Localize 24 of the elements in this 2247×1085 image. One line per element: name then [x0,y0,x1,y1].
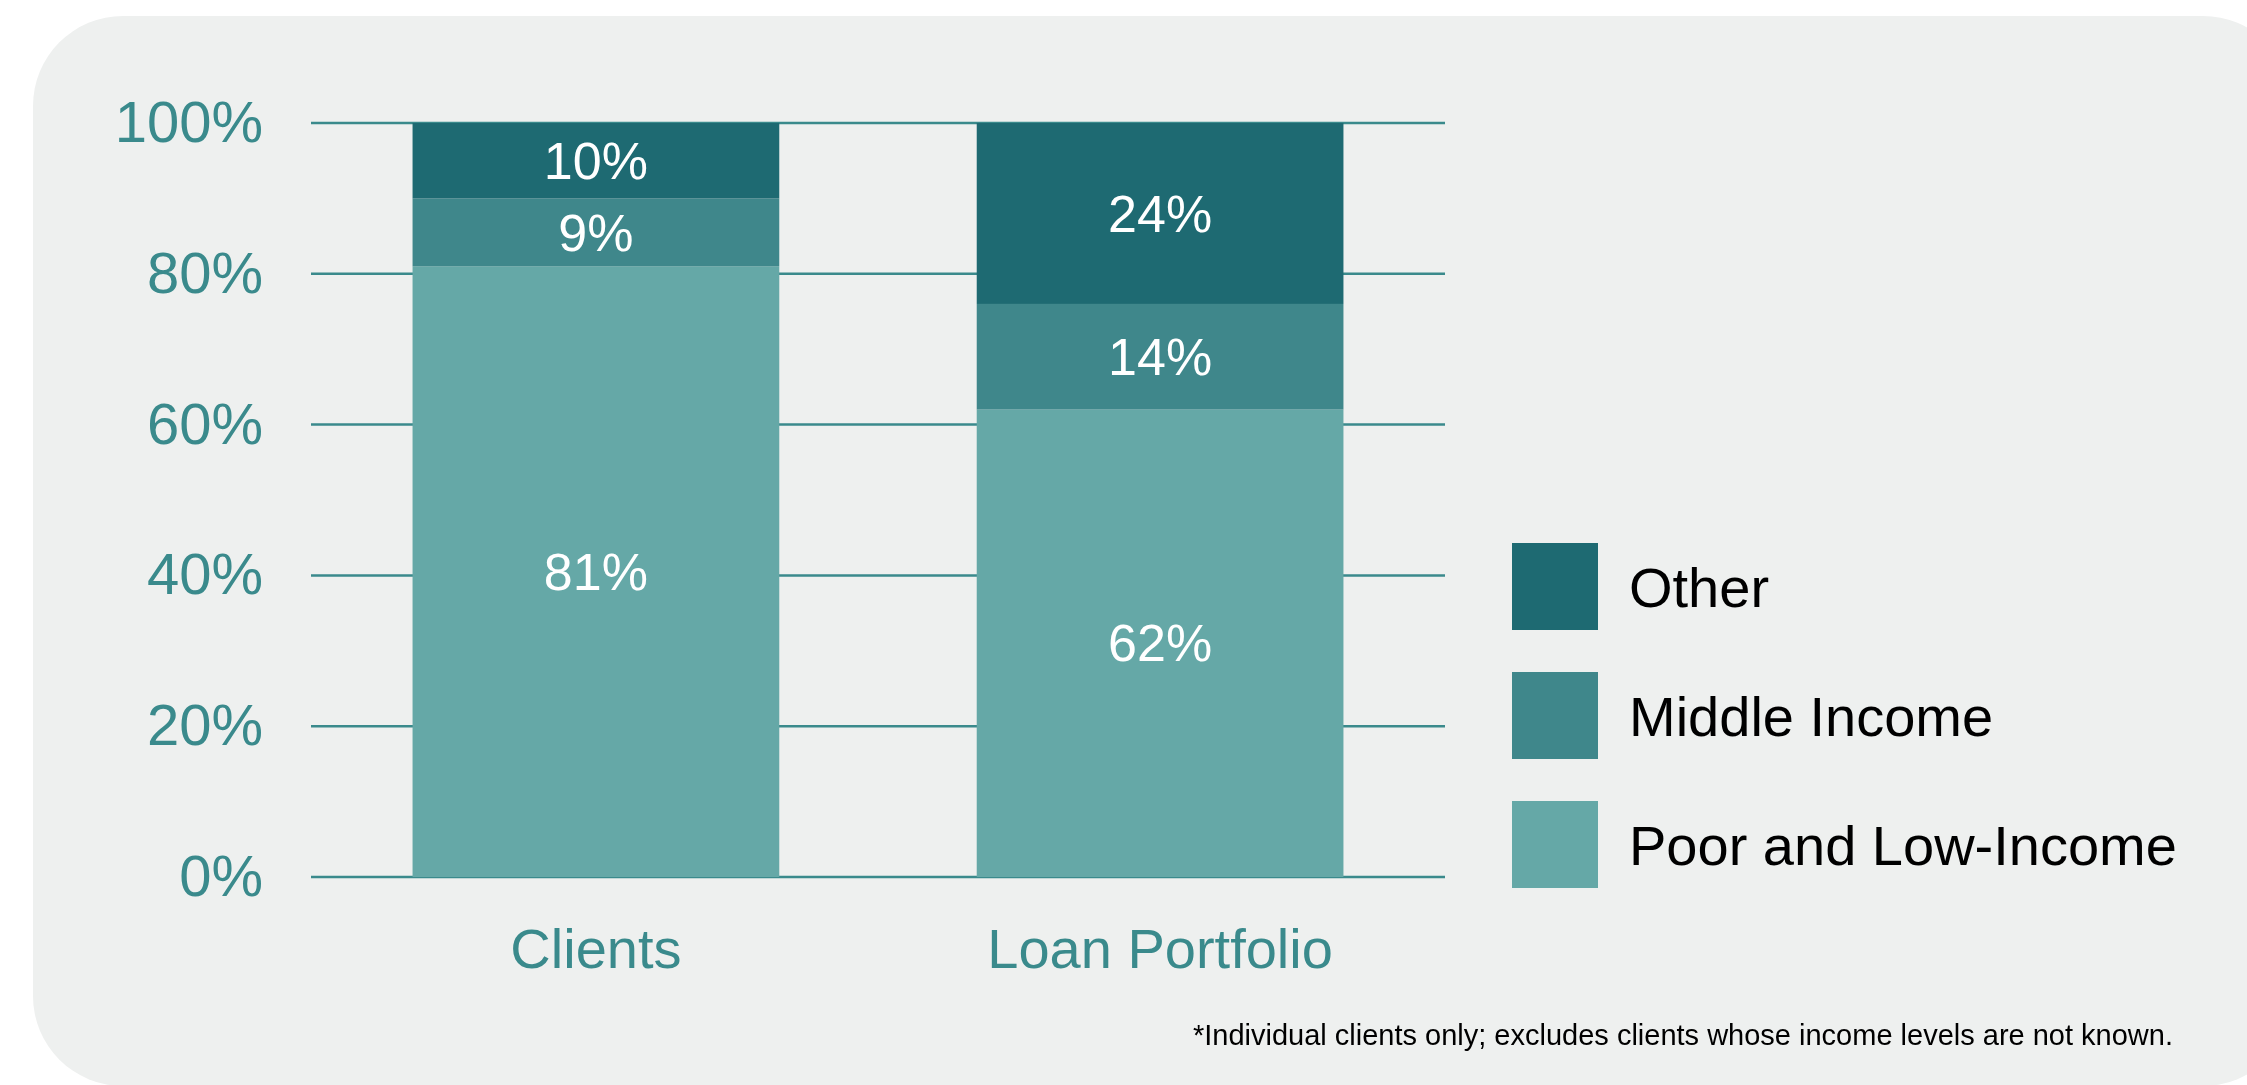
bar [976,409,1344,877]
bar [976,303,1344,410]
y-tick-label: 0% [179,843,263,909]
data-label: 10% [543,131,648,190]
data-label: 81% [543,542,648,601]
legend-label: Poor and Low-Income [1629,813,2177,877]
x-tick-label: Loan Portfolio [987,917,1333,980]
bar [976,123,1344,304]
data-label: 24% [1108,184,1213,243]
text: *Individual clients only; excludes clients whose income levels are not known. [1192,1019,2173,1051]
bar [412,266,780,877]
y-tick-label: 80% [146,239,263,305]
y-tick-label: 60% [146,390,263,456]
y-tick-label: 100% [114,89,263,155]
data-label: 14% [1108,327,1213,386]
y-tick-label: 40% [146,541,263,607]
bar [412,123,780,199]
y-tick-label: 20% [146,692,263,758]
legend-label: Middle Income [1629,684,1994,748]
legend-label: Other [1629,555,1770,619]
x-tick-label: Clients [510,917,682,980]
data-label: 62% [1108,614,1213,673]
data-label: 9% [558,203,634,262]
bar [412,198,780,267]
